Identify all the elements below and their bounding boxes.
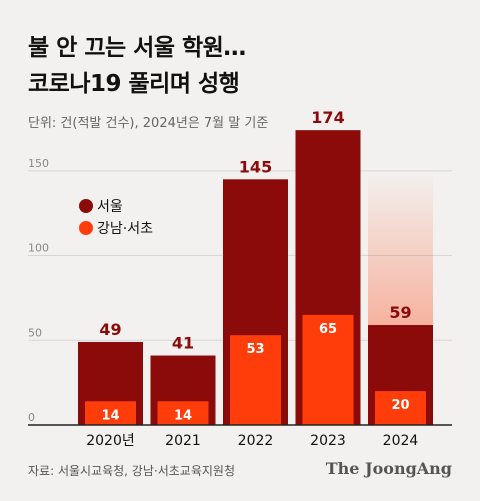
data-label-seoul: 49 xyxy=(99,320,121,339)
x-tick-label: 2023 xyxy=(310,433,346,449)
x-tick-label: 2020년 xyxy=(86,433,135,449)
chart-title: 불 안 끄는 서울 학원… 코로나19 풀리며 성행 xyxy=(28,30,246,102)
data-label-gangnam: 14 xyxy=(101,408,119,423)
data-label-gangnam: 20 xyxy=(391,398,409,413)
brand-logo: The JoongAng xyxy=(325,459,452,478)
data-label-seoul: 59 xyxy=(389,303,411,322)
bar-gangnam xyxy=(85,401,136,425)
data-label-seoul: 41 xyxy=(172,334,194,353)
x-tick-label: 2022 xyxy=(238,433,274,449)
data-label-gangnam: 14 xyxy=(174,408,192,423)
x-tick-label: 2021 xyxy=(165,433,201,449)
title-line-1: 불 안 끄는 서울 학원… xyxy=(28,35,246,61)
bar-gangnam xyxy=(157,401,209,425)
data-label-seoul: 145 xyxy=(239,157,272,176)
bar-fade-overlay xyxy=(368,170,433,326)
y-tick-label: 100 xyxy=(28,242,49,255)
bar-gangnam xyxy=(375,391,426,425)
title-line-2: 코로나19 풀리며 성행 xyxy=(28,71,240,97)
legend-swatch xyxy=(79,199,93,213)
y-tick-label: 50 xyxy=(28,326,42,339)
data-label-gangnam: 65 xyxy=(319,322,337,337)
x-tick-label: 2024 xyxy=(383,433,419,449)
y-tick-label: 0 xyxy=(28,411,35,424)
data-label-gangnam: 53 xyxy=(246,342,264,357)
legend-label: 강남·서초 xyxy=(97,221,153,237)
legend-swatch xyxy=(79,221,93,235)
chart-subtitle: 단위: 건(적발 건수), 2024년은 7월 말 기준 xyxy=(28,116,269,131)
legend-label: 서울 xyxy=(97,199,123,215)
source-note: 자료: 서울시교육청, 강남·서초교육지원청 xyxy=(28,464,235,478)
bar-gangnam xyxy=(302,314,354,425)
bar-gangnam xyxy=(230,335,281,425)
data-label-seoul: 174 xyxy=(311,108,344,127)
y-tick-label: 150 xyxy=(28,157,49,170)
